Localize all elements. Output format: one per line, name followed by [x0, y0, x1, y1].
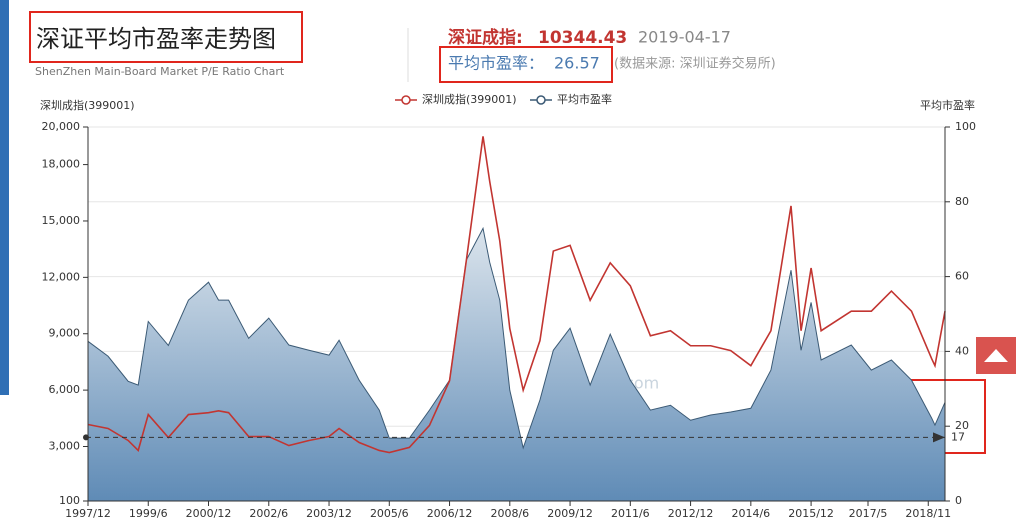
y-tick-label: 6,000 [49, 383, 81, 396]
y2-tick-label: 0 [955, 494, 962, 507]
y2-tick-label: 100 [955, 120, 976, 133]
legend-marker [536, 95, 546, 105]
x-tick-label: 2015/12 [788, 507, 834, 520]
y2-tick-label: 20 [955, 419, 969, 432]
y-axis-title: 深圳成指(399001) [40, 98, 135, 112]
x-tick-label: 1997/12 [65, 507, 111, 520]
x-tick-label: 2005/6 [370, 507, 409, 520]
y2-tick-label: 60 [955, 270, 969, 283]
x-tick-label: 2002/6 [249, 507, 288, 520]
scroll-top-icon [984, 349, 1008, 362]
y-tick-label: 100 [59, 494, 80, 507]
y2-tick-label: 80 [955, 195, 969, 208]
x-tick-label: 2003/12 [306, 507, 352, 520]
source: (数据来源: 深圳证券交易所) [614, 56, 776, 72]
legend-label: 深圳成指(399001) [422, 92, 517, 106]
index-value: 10344.43 [538, 28, 627, 48]
mark-line-label: 17 [951, 430, 965, 443]
x-tick-label: 2014/6 [731, 507, 770, 520]
side-strip [0, 0, 9, 395]
x-tick-label: 2018/11 [905, 507, 951, 520]
x-tick-label: 2012/12 [668, 507, 714, 520]
x-tick-label: 2009/12 [547, 507, 593, 520]
y-tick-label: 9,000 [49, 327, 81, 340]
y-tick-label: 3,000 [49, 439, 81, 452]
x-tick-label: 2000/12 [186, 507, 232, 520]
y2-tick-label: 40 [955, 344, 969, 357]
y2-axis-title: 平均市盈率 [920, 98, 975, 112]
y-tick-label: 18,000 [42, 158, 81, 171]
series-line [87, 136, 946, 454]
index-label: 深证成指: [448, 27, 523, 48]
x-tick-label: 2011/6 [611, 507, 650, 520]
area-fill [88, 228, 945, 501]
pe-value: 26.57 [554, 54, 600, 73]
series-line [87, 226, 946, 450]
title: 深证平均市盈率走势图 [36, 25, 276, 53]
x-tick-label: 2008/6 [490, 507, 529, 520]
date: 2019-04-17 [638, 28, 731, 47]
legend-marker [401, 95, 411, 105]
y-tick-label: 15,000 [42, 214, 81, 227]
y-tick-label: 20,000 [42, 120, 81, 133]
mark-line-arrow [933, 432, 945, 443]
legend-label: 平均市盈率 [557, 92, 612, 106]
y-tick-label: 12,000 [42, 270, 81, 283]
highlight-box [29, 11, 303, 63]
x-tick-label: 2006/12 [427, 507, 473, 520]
pe-label: 平均市盈率： [448, 54, 544, 73]
x-tick-label: 1999/6 [129, 507, 168, 520]
highlight-box [439, 46, 613, 83]
x-tick-label: 2017/5 [849, 507, 888, 520]
subtitle: ShenZhen Main-Board Market P/E Ratio Cha… [35, 65, 285, 78]
